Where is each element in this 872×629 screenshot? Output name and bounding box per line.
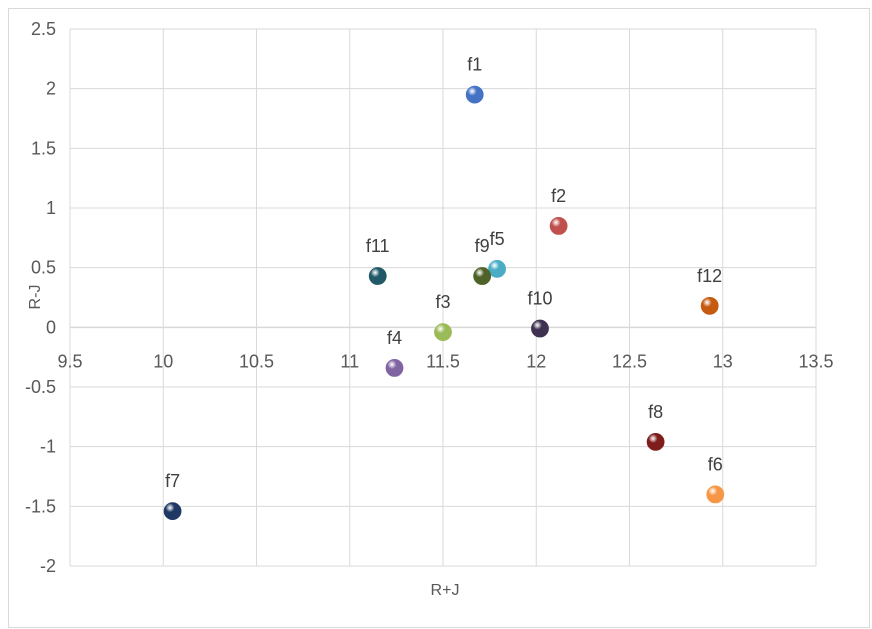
y-axis-title: R-J [27,285,44,310]
data-point-f12 [700,296,719,315]
x-tick-label: 11 [340,351,359,371]
data-point-f4 [385,359,404,377]
y-tick-label: -1 [40,437,56,457]
data-point-f10 [531,319,549,338]
data-point-f3 [434,323,452,342]
x-tick-label: 13 [713,351,733,371]
y-tick-label: 1 [46,198,56,218]
x-tick-label: 11.5 [426,351,460,371]
point-label-f5: f5 [490,229,505,249]
point-label-f4: f4 [387,328,402,348]
data-point-f7 [163,502,182,521]
y-tick-label: -2 [40,556,56,576]
point-label-f3: f3 [435,292,450,312]
point-label-f11: f11 [366,236,390,256]
x-axis-title: R+J [431,582,460,599]
y-tick-label: 0.5 [31,258,56,278]
x-tick-label: 13.5 [798,351,833,371]
grid-layer [69,28,817,567]
y-tick-label: -0.5 [25,377,56,397]
tick-layer: 9.5 10 10.5 11 11.5 12 12.5 13 13.52.521.510.50-… [25,19,834,576]
point-layer: f1 f2 f3 f4 f5 f6 f7 f8 f9 f10 f11 f12 [163,55,725,521]
data-point-f1 [465,85,484,104]
point-label-f6: f6 [708,454,723,474]
data-point-f11 [368,267,387,285]
point-label-f12: f12 [697,266,722,286]
data-point-f6 [706,485,725,504]
x-tick-label: 10.5 [239,351,274,371]
data-point-f2 [549,216,568,235]
y-tick-label: 0 [46,317,56,337]
y-tick-label: 2 [46,79,56,99]
x-tick-label: 12.5 [612,351,647,371]
point-label-f9: f9 [475,236,490,256]
x-tick-label: 12 [526,351,546,371]
chart-frame [8,8,870,628]
data-point-f8 [646,432,665,451]
data-point-f5 [488,259,506,278]
point-label-f8: f8 [648,402,663,422]
y-tick-label: 1.5 [31,138,56,158]
point-label-f2: f2 [551,186,566,206]
point-label-f10: f10 [527,289,552,309]
point-label-f1: f1 [467,55,482,75]
point-label-f7: f7 [165,471,180,491]
data-point-f9 [473,267,492,285]
y-tick-label: -1.5 [25,496,56,516]
y-tick-label: 2.5 [31,19,56,39]
x-tick-label: 9.5 [57,351,82,371]
x-tick-label: 10 [153,351,173,371]
